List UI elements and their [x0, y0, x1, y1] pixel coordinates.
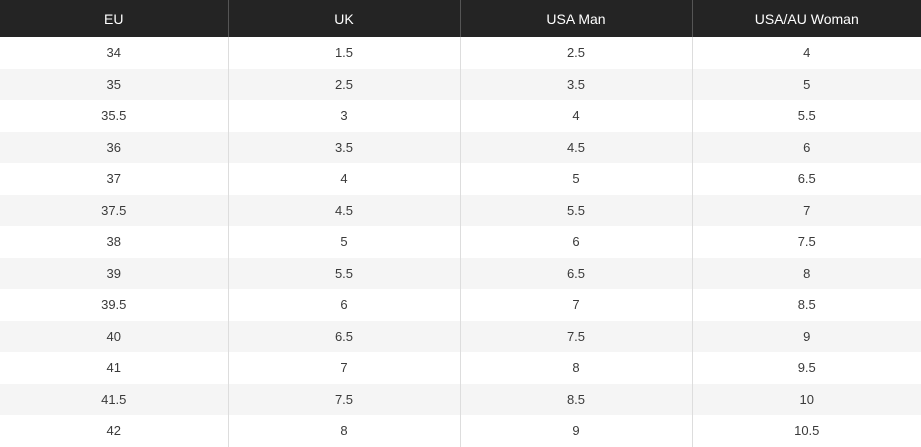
- table-row: 42 8 9 10.5: [0, 415, 921, 447]
- table-row: 36 3.5 4.5 6: [0, 131, 921, 163]
- usa-man-cell: 7.5: [460, 320, 693, 352]
- uk-cell: 4.5: [228, 194, 461, 226]
- usa-au-woman-cell: 7.5: [797, 234, 816, 250]
- table-row: 37.5 4.5 5.5 7: [0, 194, 921, 226]
- eu-cell: 41.5: [0, 383, 229, 415]
- uk-cell: 2.5: [228, 68, 461, 100]
- table-row: 37 4 5 6.5: [0, 163, 921, 195]
- table-row: 35.5 3 4 5.5: [0, 100, 921, 132]
- eu-cell: 37.5: [0, 194, 229, 226]
- usa-au-woman-cell: 8: [803, 265, 811, 281]
- table-row: 39 5.5 6.5 8: [0, 257, 921, 289]
- column-header-uk: UK: [228, 0, 461, 37]
- table-header: EU UK USA Man USA/AU Woman: [0, 0, 921, 37]
- usa-au-woman-cell: 10.5: [794, 423, 820, 439]
- column-header-usa-man: USA Man: [460, 0, 693, 37]
- usa-man-cell: 6: [460, 226, 693, 258]
- eu-cell: 38: [0, 226, 229, 258]
- usa-au-woman-cell: 6: [803, 139, 811, 155]
- usa-man-cell: 3.5: [460, 68, 693, 100]
- eu-cell: 42: [0, 415, 229, 447]
- table-row: 34 1.5 2.5 4: [0, 37, 921, 69]
- eu-cell: 37: [0, 163, 229, 195]
- uk-cell: 3.5: [228, 131, 461, 163]
- uk-cell: 6: [228, 289, 461, 321]
- table-row: 38 5 6 7.5: [0, 226, 921, 258]
- usa-man-cell: 6.5: [460, 257, 693, 289]
- uk-cell: 3: [228, 100, 461, 132]
- usa-man-cell: 7: [460, 289, 693, 321]
- usa-au-woman-cell: 6.5: [797, 171, 816, 187]
- usa-au-woman-cell: 5.5: [797, 108, 816, 124]
- table-row: 41 7 8 9.5: [0, 352, 921, 384]
- usa-man-cell: 4: [460, 100, 693, 132]
- usa-man-cell: 4.5: [460, 131, 693, 163]
- usa-man-cell: 8.5: [460, 383, 693, 415]
- usa-man-cell: 8: [460, 352, 693, 384]
- usa-man-cell: 5: [460, 163, 693, 195]
- usa-man-cell: 2.5: [460, 37, 693, 69]
- usa-au-woman-cell: 8.5: [797, 297, 816, 313]
- eu-cell: 41: [0, 352, 229, 384]
- eu-cell: 40: [0, 320, 229, 352]
- column-header-usa-au-woman: USA/AU Woman: [754, 10, 859, 27]
- usa-au-woman-cell: 10: [799, 391, 814, 407]
- table-body: 34 1.5 2.5 4 35 2.5 3.5 5 35.5 3 4 5.5 36 3.5 4.5 6 37 4 5…: [0, 37, 921, 447]
- uk-cell: 4: [228, 163, 461, 195]
- usa-au-woman-cell: 7: [803, 202, 811, 218]
- column-header-eu: EU: [0, 0, 229, 37]
- usa-man-cell: 9: [460, 415, 693, 447]
- usa-au-woman-cell: 5: [803, 76, 811, 92]
- eu-cell: 39.5: [0, 289, 229, 321]
- uk-cell: 6.5: [228, 320, 461, 352]
- eu-cell: 35: [0, 68, 229, 100]
- table-row: 41.5 7.5 8.5 10: [0, 383, 921, 415]
- uk-cell: 1.5: [228, 37, 461, 69]
- eu-cell: 36: [0, 131, 229, 163]
- usa-man-cell: 5.5: [460, 194, 693, 226]
- uk-cell: 5: [228, 226, 461, 258]
- table-row: 40 6.5 7.5 9: [0, 320, 921, 352]
- header-row: EU UK USA Man USA/AU Woman: [0, 0, 921, 37]
- eu-cell: 34: [0, 37, 229, 69]
- eu-cell: 39: [0, 257, 229, 289]
- uk-cell: 7.5: [228, 383, 461, 415]
- eu-cell: 35.5: [0, 100, 229, 132]
- uk-cell: 7: [228, 352, 461, 384]
- usa-au-woman-cell: 9.5: [797, 360, 816, 376]
- uk-cell: 8: [228, 415, 461, 447]
- table-row: 39.5 6 7 8.5: [0, 289, 921, 321]
- uk-cell: 5.5: [228, 257, 461, 289]
- usa-au-woman-cell: 4: [803, 45, 811, 61]
- table-row: 35 2.5 3.5 5: [0, 68, 921, 100]
- usa-au-woman-cell: 9: [803, 328, 811, 344]
